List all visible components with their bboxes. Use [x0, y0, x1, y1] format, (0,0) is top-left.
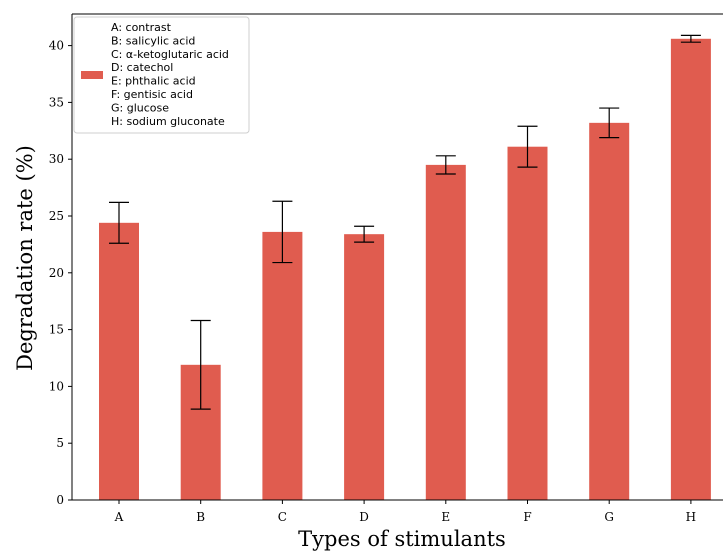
x-tick-label-d: D	[359, 510, 369, 524]
y-tick-label-35: 35	[49, 95, 64, 109]
y-tick-label-5: 5	[56, 436, 64, 450]
legend-line-7: G: glucose	[111, 101, 169, 114]
legend-line-1: A: contrast	[111, 21, 172, 34]
legend-line-6: F: gentisic acid	[111, 88, 193, 101]
legend-line-5: E: phthalic acid	[111, 75, 196, 88]
bar-e	[425, 164, 466, 500]
bar-d	[344, 234, 385, 500]
x-axis-title: Types of stimulants	[298, 527, 506, 551]
x-tick-label-f: F	[523, 510, 531, 524]
y-tick-label-30: 30	[49, 152, 64, 166]
x-tick-label-b: B	[196, 510, 205, 524]
legend-line-4: D: catechol	[111, 61, 173, 74]
x-ticks: A B C D E F G H	[114, 500, 696, 524]
x-tick-label-a: A	[114, 510, 124, 524]
bar-a	[99, 222, 139, 501]
legend-line-3: C: α-ketoglutaric acid	[111, 48, 229, 61]
legend-line-8: H: sodium gluconate	[111, 115, 225, 128]
y-tick-label-40: 40	[49, 39, 64, 53]
bar-c	[262, 231, 303, 501]
bar-h	[670, 38, 711, 501]
x-tick-label-e: E	[441, 510, 450, 524]
y-tick-label-15: 15	[49, 323, 64, 337]
legend-swatch	[81, 71, 103, 79]
legend-frame	[73, 16, 250, 134]
y-tick-label-25: 25	[49, 209, 64, 223]
x-tick-label-c: C	[278, 510, 287, 524]
y-ticks: 0 5 10 15 20 25 30 35 40	[49, 39, 72, 507]
error-bars-group	[109, 34, 701, 410]
axes	[71, 13, 723, 501]
y-tick-label-10: 10	[49, 379, 64, 393]
x-tick-label-g: G	[604, 510, 614, 524]
bar-g	[589, 122, 630, 501]
y-axis-title: Degradation rate (%)	[13, 145, 37, 371]
bars-group	[99, 38, 711, 501]
y-tick-label-0: 0	[56, 493, 64, 507]
bar-f	[507, 146, 548, 501]
legend-line-2: B: salicylic acid	[111, 34, 195, 47]
y-tick-label-20: 20	[49, 266, 64, 280]
x-tick-label-h: H	[686, 510, 696, 524]
